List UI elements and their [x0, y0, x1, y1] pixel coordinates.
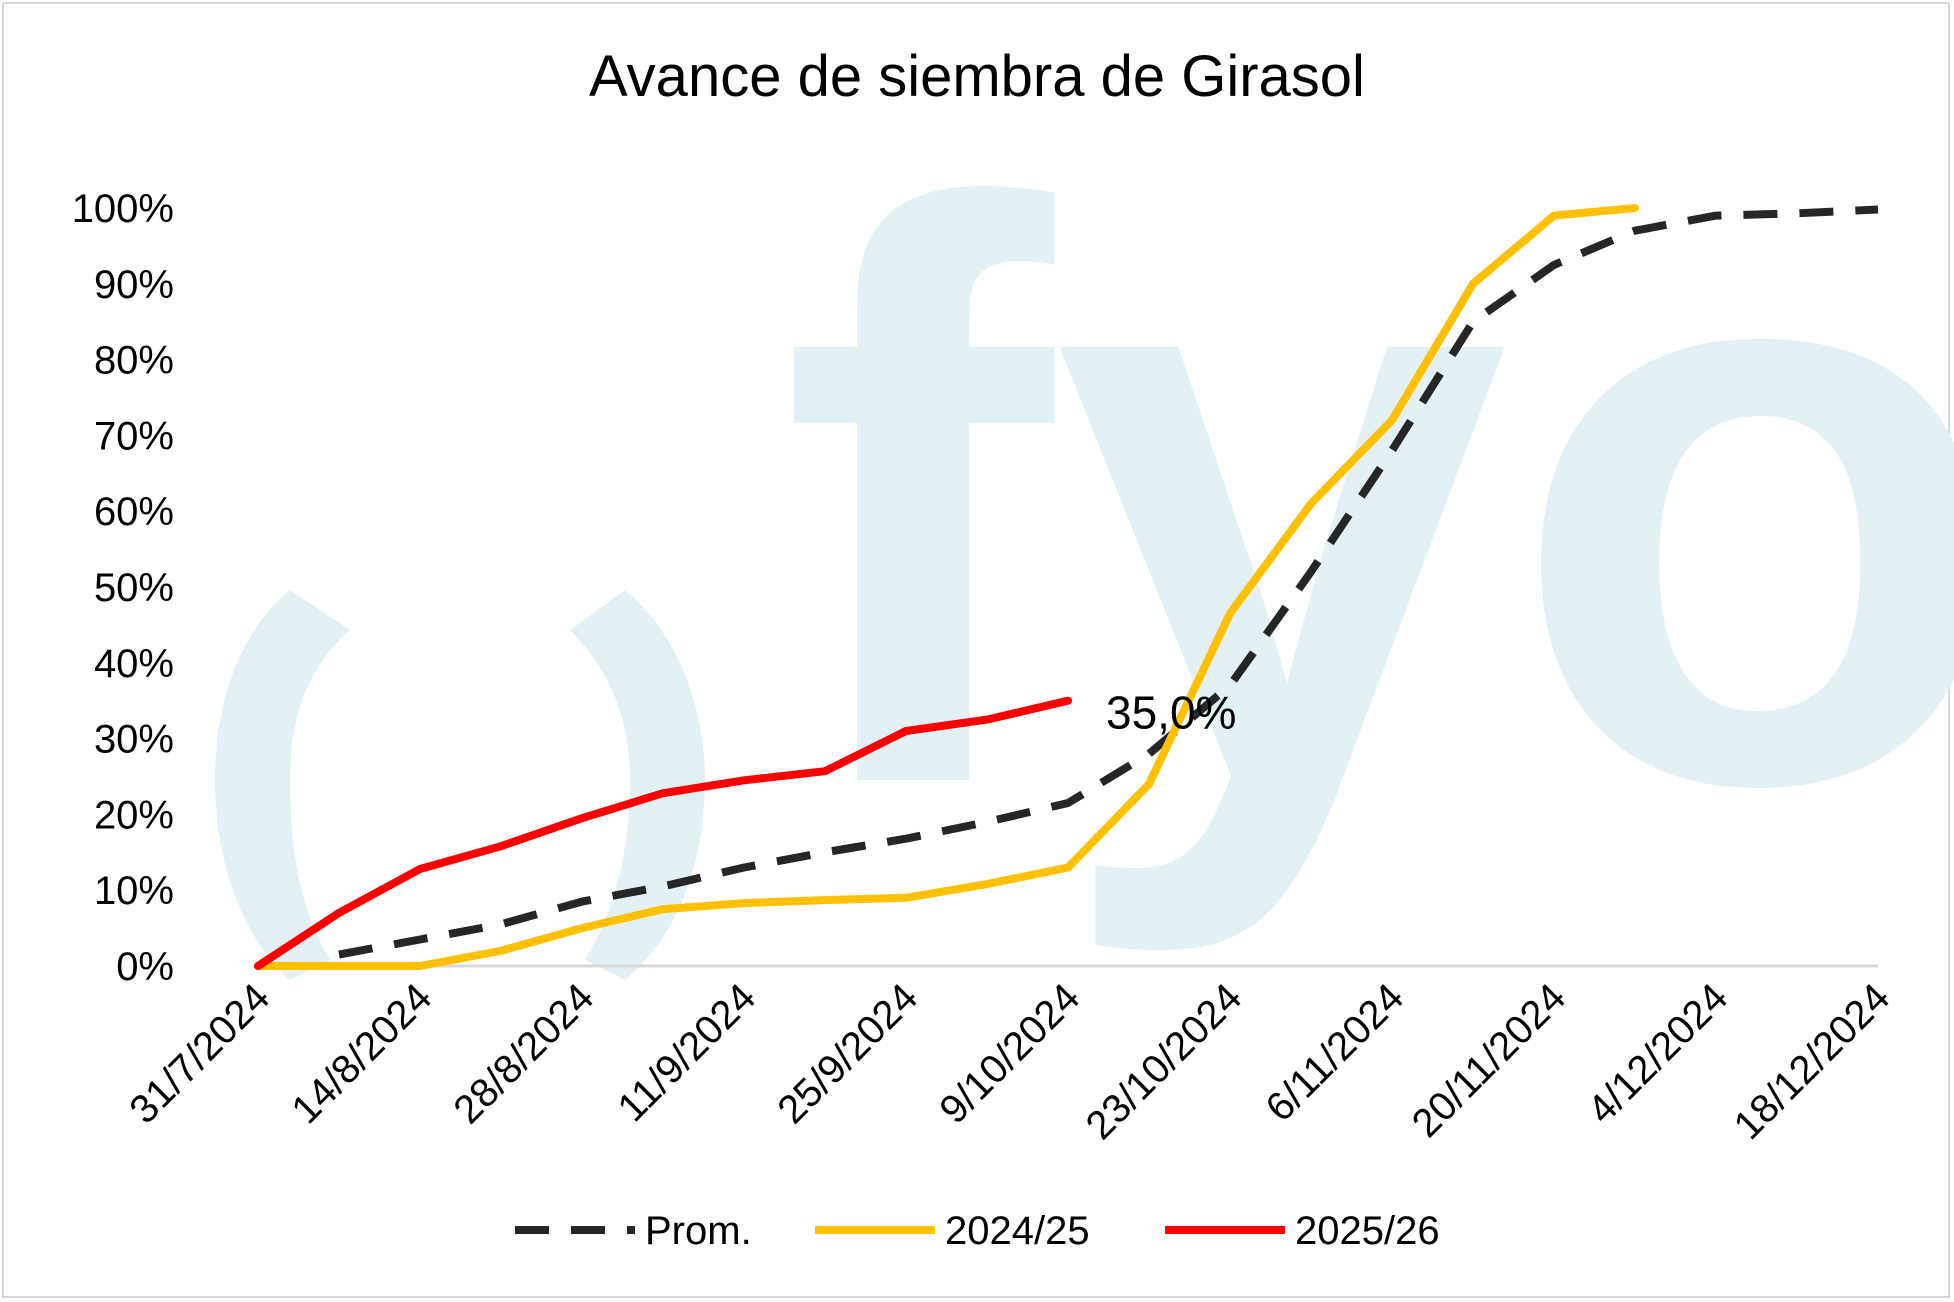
y-tick-label: 70% — [94, 414, 174, 458]
x-tick-label: 9/10/2024 — [931, 975, 1088, 1132]
legend-label: Prom. — [645, 1209, 752, 1253]
y-tick-label: 60% — [94, 490, 174, 534]
y-tick-label: 20% — [94, 793, 174, 837]
watermark-text: fyo — [780, 38, 1954, 959]
y-axis: 0% 10% 20% 30% 40% 50% 60% 70% 80% 90% 100% — [72, 187, 174, 989]
y-tick-label: 10% — [94, 869, 174, 913]
series-line — [254, 204, 1639, 970]
annotation-layer: 35,0% — [1106, 687, 1236, 739]
data-label: 35,0% — [1106, 687, 1236, 739]
y-tick-label: 90% — [94, 263, 174, 307]
series-line — [338, 205, 1879, 959]
y-tick-label: 50% — [94, 566, 174, 610]
x-tick-label: 6/11/2024 — [1258, 975, 1413, 1130]
y-tick-label: 80% — [94, 339, 174, 383]
x-tick-label: 4/12/2024 — [1579, 975, 1736, 1132]
fyo-watermark-logo: fyo — [215, 38, 1954, 980]
x-tick-label: 28/8/2024 — [445, 975, 602, 1132]
x-tick-label: 31/7/2024 — [121, 975, 278, 1132]
x-tick-label: 18/12/2024 — [1726, 975, 1899, 1148]
x-tick-label: 25/9/2024 — [769, 975, 926, 1132]
legend-label: 2025/26 — [1295, 1209, 1440, 1253]
x-tick-label: 23/10/2024 — [1078, 975, 1251, 1148]
x-axis: 31/7/2024 14/8/2024 28/8/2024 11/9/2024 25/9… — [121, 975, 1898, 1148]
y-tick-label: 0% — [116, 945, 174, 989]
legend-label: 2024/25 — [945, 1209, 1090, 1253]
x-tick-label: 14/8/2024 — [283, 975, 440, 1132]
legend: Prom. 2024/25 2025/26 — [515, 1209, 1440, 1253]
x-tick-label: 20/11/2024 — [1404, 975, 1575, 1146]
x-tick-label: 11/9/2024 — [610, 975, 765, 1130]
chart-title: Avance de siembra de Girasol — [589, 44, 1365, 109]
y-tick-label: 30% — [94, 718, 174, 762]
y-tick-label: 100% — [72, 187, 174, 231]
series-line — [254, 696, 1072, 970]
y-tick-label: 40% — [94, 642, 174, 686]
series-layer — [254, 204, 1879, 970]
